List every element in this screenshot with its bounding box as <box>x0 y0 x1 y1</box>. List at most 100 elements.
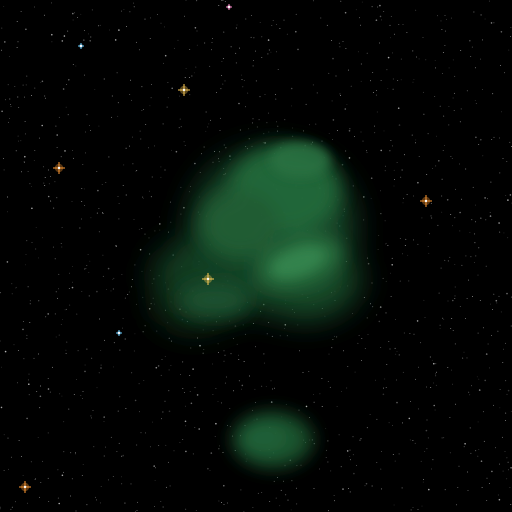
faint-star <box>234 325 237 327</box>
faint-star <box>133 219 135 220</box>
faint-star <box>17 382 18 384</box>
faint-star <box>13 344 15 346</box>
faint-star <box>139 130 141 132</box>
faint-star <box>189 94 191 96</box>
faint-star <box>393 185 395 187</box>
faint-star <box>17 135 19 137</box>
faint-star <box>87 253 89 255</box>
bright-star <box>78 43 84 49</box>
faint-star <box>184 77 186 78</box>
faint-star <box>195 510 197 512</box>
faint-star <box>401 487 403 489</box>
faint-star <box>68 408 70 410</box>
faint-star <box>152 421 153 423</box>
faint-star <box>103 416 105 418</box>
faint-star <box>453 92 455 94</box>
faint-star <box>71 478 73 480</box>
faint-star <box>0 508 2 510</box>
faint-star <box>493 293 495 295</box>
faint-star <box>109 29 110 31</box>
faint-star <box>63 451 65 453</box>
faint-star <box>499 407 501 409</box>
faint-star <box>295 487 297 489</box>
faint-star <box>24 121 26 123</box>
faint-star <box>509 141 511 143</box>
faint-star <box>392 78 394 80</box>
faint-star <box>212 161 214 163</box>
faint-star <box>483 440 485 442</box>
faint-star <box>141 270 143 272</box>
faint-star <box>224 382 226 384</box>
faint-star <box>71 200 73 202</box>
faint-star <box>510 503 512 505</box>
faint-star <box>196 30 198 32</box>
faint-star <box>272 388 274 390</box>
faint-star <box>179 95 181 97</box>
faint-star <box>454 343 456 345</box>
faint-star <box>238 359 240 360</box>
faint-star <box>480 58 481 60</box>
faint-star <box>24 96 25 98</box>
faint-star <box>40 81 42 83</box>
faint-star <box>309 417 310 418</box>
faint-star <box>376 314 378 316</box>
faint-star <box>441 178 443 180</box>
faint-star <box>238 102 240 105</box>
faint-star <box>15 286 17 288</box>
faint-star <box>349 459 351 461</box>
faint-star <box>43 182 45 184</box>
faint-star <box>274 387 275 389</box>
faint-star <box>276 24 278 26</box>
faint-star <box>372 91 374 93</box>
faint-star <box>460 108 462 110</box>
faint-star <box>335 75 337 77</box>
faint-star <box>391 264 394 266</box>
faint-star <box>108 156 110 158</box>
faint-star <box>123 8 125 10</box>
faint-star <box>426 419 428 421</box>
faint-star <box>42 166 44 168</box>
faint-star <box>313 487 315 489</box>
faint-star <box>90 36 92 38</box>
faint-star <box>340 466 342 468</box>
faint-star <box>469 427 471 429</box>
faint-star <box>430 215 432 217</box>
faint-star <box>51 2 53 4</box>
faint-star <box>25 254 27 255</box>
faint-star <box>376 90 377 92</box>
faint-star <box>493 22 495 24</box>
faint-star <box>111 116 113 118</box>
faint-star <box>312 0 314 2</box>
faint-star <box>499 231 501 233</box>
faint-star <box>185 450 187 453</box>
faint-star <box>321 140 323 142</box>
faint-star <box>344 11 347 14</box>
faint-star <box>468 391 470 393</box>
faint-star <box>387 87 389 89</box>
faint-star <box>478 389 481 391</box>
faint-star <box>6 261 9 263</box>
faint-star <box>253 37 255 39</box>
faint-star <box>493 404 494 406</box>
faint-star <box>380 213 382 215</box>
faint-star <box>99 318 101 320</box>
faint-star <box>412 507 414 509</box>
faint-star <box>207 467 209 470</box>
faint-star <box>73 157 74 159</box>
faint-star <box>396 161 398 163</box>
faint-star <box>68 288 70 289</box>
faint-star <box>182 439 184 441</box>
faint-star <box>443 437 445 439</box>
faint-star <box>290 87 293 90</box>
faint-star <box>217 343 219 345</box>
faint-star <box>386 363 388 365</box>
faint-star <box>29 183 31 185</box>
faint-star <box>9 117 11 119</box>
faint-star <box>154 467 156 469</box>
faint-star <box>107 267 110 270</box>
faint-star <box>347 69 349 71</box>
faint-star <box>463 351 465 353</box>
faint-star <box>142 331 144 333</box>
faint-star <box>169 201 171 203</box>
faint-star <box>149 446 151 448</box>
